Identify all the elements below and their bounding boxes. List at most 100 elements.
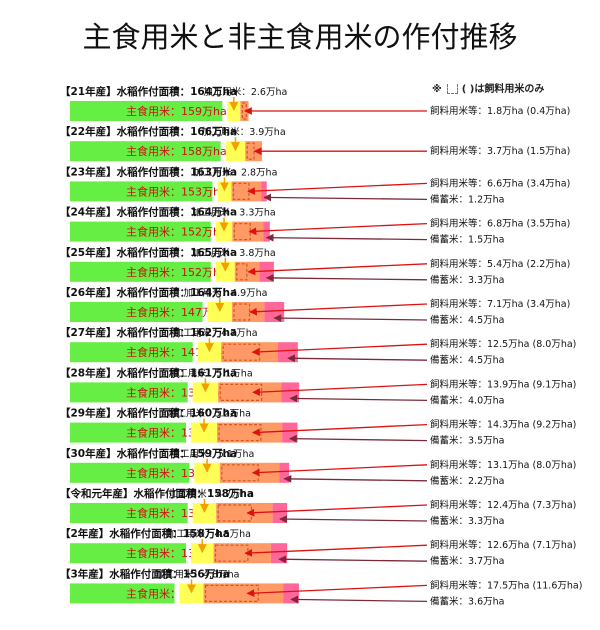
chart-row: 【25年産】水稲作付面積：165万ha 主食用米：152万ha 加工用米：3.8万h…	[60, 246, 570, 286]
reserve-arrow	[263, 193, 428, 202]
processing-label: 加工用米：4.9万ha	[184, 287, 268, 299]
feed-only-box	[219, 383, 263, 401]
processing-bar	[191, 422, 218, 443]
chart-row: 【26年産】水稲作付面積：164万ha 主食用米：147万ha 加工用米：4.9万h…	[60, 286, 570, 326]
reserve-label: 備蓄米：4.5万ha	[430, 354, 504, 366]
row-total-label: 【26年産】水稲作付面積：164万ha	[60, 286, 237, 299]
reserve-arrow	[273, 314, 428, 322]
processing-label: 加工用米：4.7万ha	[174, 327, 258, 339]
reserve-bar	[282, 422, 298, 443]
row-total-label: 【29年産】水稲作付面積：160万ha	[60, 407, 237, 420]
staple-bar	[70, 141, 221, 162]
feed-arrow	[251, 464, 428, 477]
feed-label: 飼料用米等：5.4万ha (2.2万ha)	[430, 258, 570, 270]
feed-bar	[234, 261, 260, 282]
feed-arrow	[244, 544, 428, 557]
chart-row: 【3年産】水稲作付面積：156万ha主食用米：130万ha加工用米：4.8万ha…	[60, 567, 582, 607]
reserve-bar	[272, 503, 288, 523]
feed-label: 飼料用米等：12.5万ha (8.0万ha)	[430, 338, 576, 350]
feed-bar	[231, 181, 262, 202]
feed-bar	[232, 221, 264, 242]
reserve-bar	[264, 302, 285, 322]
chart-row: 【令和元年産】水稲作付面積：158万ha主食用米：138万ha加工用米：4.7万…	[60, 487, 576, 527]
processing-label: 加工用米：5.1万ha	[170, 448, 254, 460]
feed-only-box	[233, 303, 251, 321]
row-total-label: 【30年産】水稲作付面積：159万ha	[60, 447, 237, 460]
feed-label: 飼料用米等：7.1万ha (3.4万ha)	[430, 298, 570, 310]
processing-bar	[215, 261, 235, 282]
feed-arrow	[247, 182, 428, 195]
staple-bar	[70, 543, 187, 564]
feed-label: 飼料用米等：6.8万ha (3.5万ha)	[430, 218, 570, 230]
reserve-label: 備蓄米：3.7万ha	[430, 555, 504, 567]
processing-bar	[192, 382, 219, 403]
processing-label: 加工用米：4.7万ha	[169, 488, 253, 500]
feed-arrow	[248, 222, 428, 236]
row-total-label: 【21年産】水稲作付面積：164万ha	[60, 85, 237, 98]
legend-note-text: ( )は飼料用米のみ	[461, 84, 545, 95]
staple-bar	[70, 302, 203, 322]
chart-row: 【2年産】水稲作付面積：158万ha主食用米：137万ha加工用米：4.5万ha…	[60, 527, 576, 567]
staple-label: 主食用米：158万ha	[126, 144, 227, 158]
staple-bar	[70, 503, 188, 523]
feed-bar	[232, 302, 265, 322]
row-total-label: 【22年産】水稲作付面積：166万ha	[60, 125, 237, 138]
feed-bar	[203, 583, 284, 604]
reserve-label: 備蓄米：4.5万ha	[430, 314, 504, 326]
feed-only-box	[236, 263, 248, 281]
feed-label: 飼料用米等：12.4万ha (7.3万ha)	[430, 499, 576, 511]
feed-bar	[221, 342, 279, 363]
staple-bar	[70, 181, 213, 202]
feed-arrow	[246, 584, 428, 597]
reserve-label: 備蓄米：3.3万ha	[430, 274, 504, 286]
reserve-arrow	[289, 394, 428, 403]
reserve-label: 備蓄米：4.0万ha	[430, 394, 504, 406]
staple-bar	[70, 462, 190, 483]
reserve-bar	[270, 543, 288, 564]
feed-arrow	[251, 343, 428, 356]
processing-bar	[179, 583, 204, 604]
feed-arrow	[249, 303, 428, 316]
reserve-label: 備蓄米：1.5万ha	[430, 234, 504, 246]
chart-row: 【29年産】水稲作付面積：160万ha主食用米：137万ha加工用米：5.2万h…	[60, 407, 576, 447]
reserve-arrow	[265, 273, 428, 282]
staple-bar	[70, 221, 211, 242]
processing-label: 加工用米：5.2万ha	[167, 408, 251, 420]
processing-label: 加工用米：4.5万ha	[167, 528, 251, 540]
feed-bar	[219, 462, 280, 483]
feed-bar	[213, 543, 271, 564]
reserve-arrow	[287, 354, 428, 363]
processing-bar	[197, 342, 222, 363]
feed-label: 飼料用米等：17.5万ha (11.6万ha)	[430, 579, 582, 591]
feed-arrow	[252, 383, 428, 396]
reserve-bar	[279, 462, 290, 483]
feed-only-box	[218, 424, 262, 442]
feed-label: 飼料用米等：14.3万ha (9.2万ha)	[430, 419, 576, 431]
reserve-arrow	[278, 555, 428, 564]
feed-bar	[218, 382, 282, 403]
staple-label: 主食用米：152万ha	[126, 225, 227, 239]
processing-label: 加工用米：5.1万ha	[169, 367, 253, 379]
processing-label: 加工用米：4.8万ha	[156, 568, 240, 580]
feed-label: 飼料用米等：1.8万ha (0.4万ha)	[430, 105, 570, 117]
reserve-label: 備蓄米：3.5万ha	[430, 435, 504, 447]
reserve-label: 備蓄米：3.6万ha	[430, 595, 504, 607]
reserve-arrow	[265, 233, 428, 242]
feed-bar	[245, 141, 263, 162]
reserve-arrow	[283, 474, 428, 483]
feed-label: 飼料用米等：13.9万ha (9.1万ha)	[430, 378, 576, 390]
reserve-label: 備蓄米：2.2万ha	[430, 475, 504, 487]
reserve-label: 備蓄米：1.2万ha	[430, 193, 504, 205]
feed-legend-swatch	[446, 84, 458, 94]
reserve-arrow	[279, 515, 428, 523]
staple-label: 主食用米：159万ha	[126, 104, 227, 118]
row-total-label: 【25年産】水稲作付面積：165万ha	[60, 246, 237, 259]
staple-label: 主食用米：147万ha	[126, 305, 227, 319]
chart-row: 【23年産】水稲作付面積：163万ha 主食用米：153万ha 加工用米：2.8万h…	[60, 165, 570, 205]
feed-only-box	[222, 343, 261, 361]
staple-bar	[70, 101, 223, 121]
staple-bar	[70, 382, 188, 403]
staple-label: 主食用米：153万ha	[126, 184, 227, 198]
feed-arrow	[246, 504, 428, 517]
